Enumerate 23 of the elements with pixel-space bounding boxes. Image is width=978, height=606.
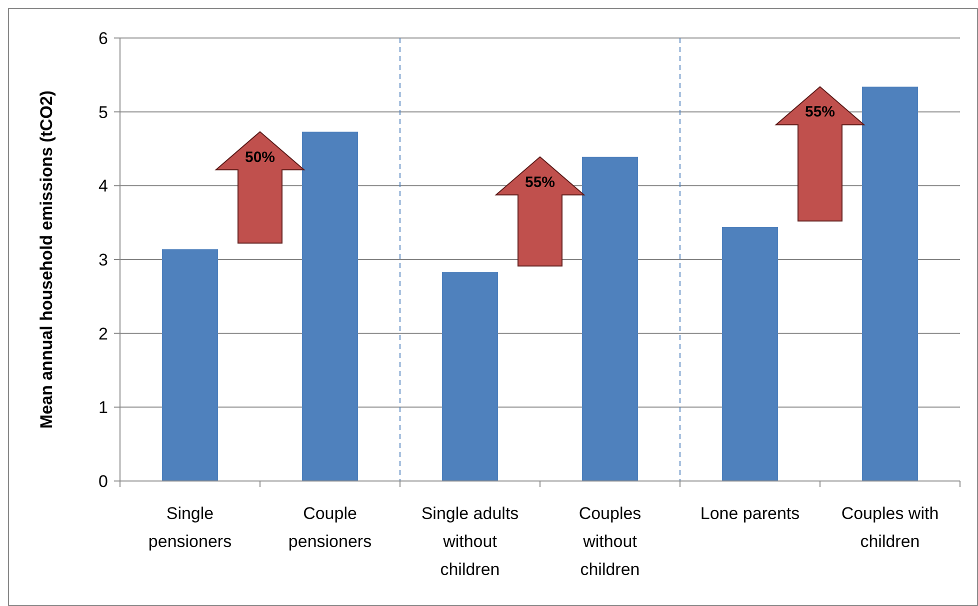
x-tick-label: Lone parents (700, 504, 800, 523)
y-tick-label: 0 (98, 472, 108, 491)
y-tick-label: 2 (98, 324, 108, 344)
x-tick-label: Couples without children (578, 504, 642, 579)
x-tick-label: Couples with children (841, 504, 939, 551)
y-tick-label: 1 (98, 398, 108, 418)
x-tick-label: Single pensioners (148, 504, 232, 551)
bar (722, 227, 778, 481)
bar (582, 156, 638, 481)
y-tick-label: 6 (98, 28, 108, 48)
y-axis-title: Mean annual household emissions (tCO2) (37, 90, 56, 429)
bar (442, 272, 498, 481)
x-tick-label: Single adults without children (421, 504, 519, 579)
bar (862, 86, 918, 481)
annotation: 55% (524, 174, 556, 191)
bar (162, 249, 218, 481)
y-tick-label: 5 (98, 102, 108, 122)
y-tick-label: 4 (98, 176, 108, 196)
y-tick-label: 3 (98, 250, 108, 270)
x-tick-label: Couple pensioners (288, 504, 372, 551)
annotation: 55% (804, 104, 836, 121)
annotation: 50% (244, 148, 276, 166)
bar (302, 132, 358, 481)
